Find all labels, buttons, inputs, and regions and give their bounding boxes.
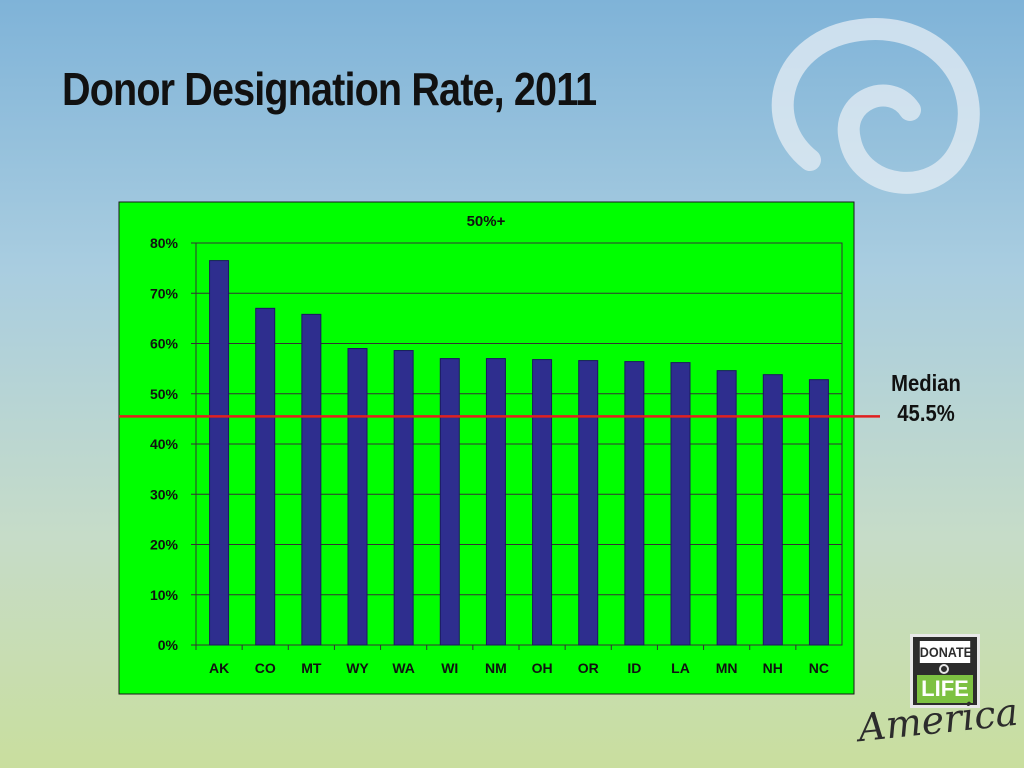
bar-nc: [808, 379, 829, 646]
y-tick-label: 80%: [150, 235, 179, 251]
slide-title: Donor Designation Rate, 2011: [62, 63, 597, 115]
bar-nh: [762, 374, 783, 646]
bar-wi: [439, 358, 460, 646]
bar-mn: [716, 370, 737, 646]
bar-wa: [393, 350, 414, 646]
x-tick-label: NM: [485, 660, 507, 676]
donate-life-logo: DONATE LIFE America: [856, 632, 1020, 750]
bar-co: [255, 307, 276, 646]
median-label: Median 45.5%: [877, 368, 976, 428]
x-tick-label: NH: [763, 660, 783, 676]
y-tick-label: 60%: [150, 336, 179, 352]
x-tick-label: MT: [301, 660, 322, 676]
bar-nm: [485, 358, 506, 646]
y-tick-label: 30%: [150, 486, 179, 502]
median-label-title: Median: [891, 370, 961, 396]
logo-swirl-icon: [939, 664, 949, 674]
bar-la: [670, 362, 691, 646]
y-tick-label: 20%: [150, 537, 179, 553]
x-tick-label: CO: [255, 660, 276, 676]
bar-ak: [209, 260, 230, 646]
bar-id: [624, 361, 645, 646]
logo-life-text: LIFE: [917, 675, 973, 703]
y-tick-label: 10%: [150, 587, 179, 603]
chart-title: 50%+: [467, 213, 506, 230]
logo-donate-text: DONATE: [919, 641, 972, 663]
x-tick-label: NC: [809, 660, 829, 676]
x-tick-label: WY: [346, 660, 369, 676]
logo-box: DONATE LIFE: [910, 634, 980, 708]
x-tick-label: OR: [578, 660, 599, 676]
bar-or: [578, 360, 599, 646]
x-tick-label: WI: [441, 660, 458, 676]
x-tick-label: AK: [209, 660, 229, 676]
logo-america-text: America: [856, 689, 1021, 751]
bar-mt: [301, 313, 322, 646]
y-tick-label: 50%: [150, 386, 179, 402]
y-tick-label: 40%: [150, 436, 179, 452]
bar-wy: [347, 348, 368, 646]
y-tick-label: 70%: [150, 285, 179, 301]
x-tick-label: MN: [716, 660, 738, 676]
x-tick-label: OH: [532, 660, 553, 676]
median-label-value: 45.5%: [897, 400, 955, 426]
decorative-swirl: [771, 18, 980, 194]
x-tick-label: ID: [627, 660, 641, 676]
x-tick-label: LA: [671, 660, 690, 676]
bar-oh: [532, 359, 553, 646]
x-tick-label: WA: [392, 660, 415, 676]
y-tick-label: 0%: [158, 637, 179, 653]
